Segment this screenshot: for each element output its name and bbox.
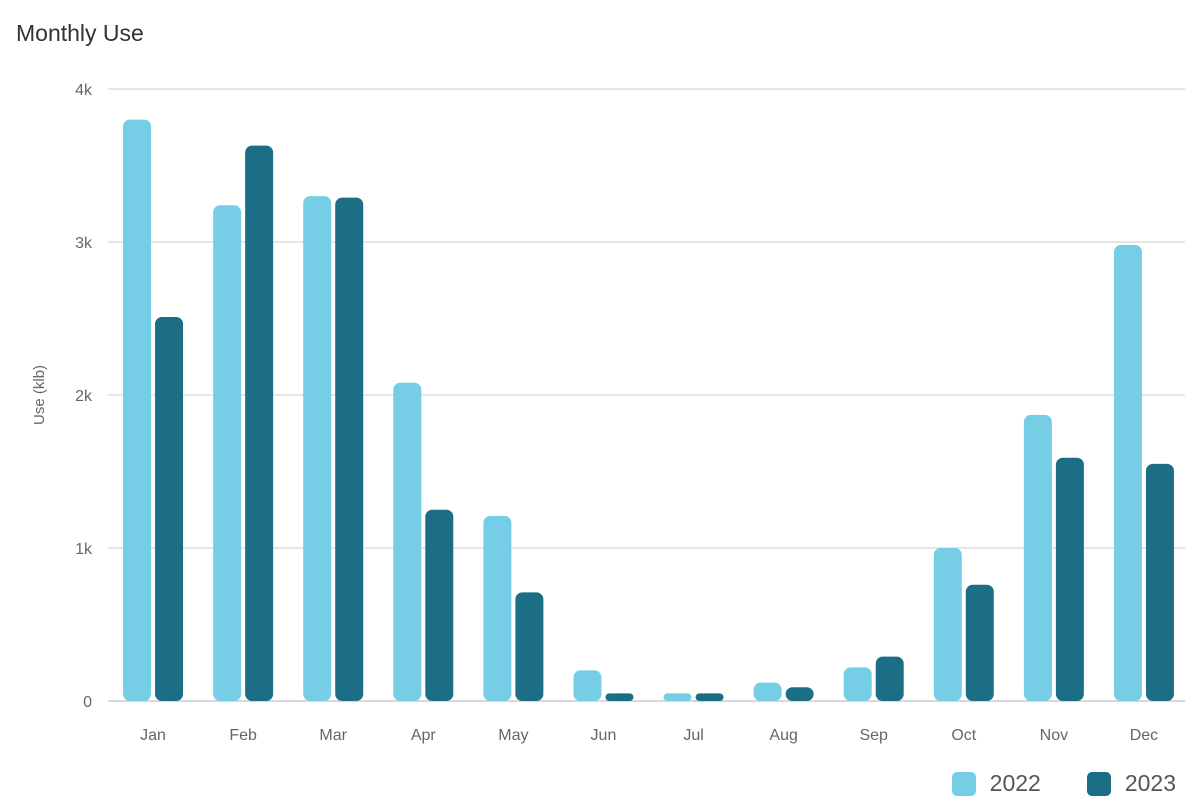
bar-2023-jun[interactable] <box>605 693 634 701</box>
bar-2023-nov[interactable] <box>1055 457 1084 701</box>
legend-item-2023[interactable]: 2023 <box>1086 770 1176 797</box>
legend: 2022 2023 <box>906 770 1176 797</box>
bar-2022-jun[interactable] <box>573 670 602 701</box>
bar-2023-mar[interactable] <box>335 197 364 701</box>
x-axis-ticks: Jan Feb Mar Apr May Jun Jul Aug Sep Oct Nov Dec <box>140 727 1158 744</box>
bar-2023-sep[interactable] <box>875 656 904 701</box>
x-tick-label: Dec <box>1130 727 1158 744</box>
bar-2023-dec[interactable] <box>1145 463 1174 701</box>
y-axis-ticks: 0 1k 2k 3k 4k <box>75 82 93 711</box>
x-tick-label: Sep <box>859 727 888 744</box>
legend-label-2023: 2023 <box>1124 770 1176 796</box>
y-tick-label: 4k <box>75 82 93 99</box>
bar-2022-feb[interactable] <box>213 205 242 701</box>
bar-2022-sep[interactable] <box>843 667 872 701</box>
bar-2023-feb[interactable] <box>245 145 274 702</box>
y-tick-label: 0 <box>83 694 92 711</box>
y-tick-label: 1k <box>75 541 93 558</box>
y-tick-label: 3k <box>75 235 93 252</box>
x-tick-label: Feb <box>229 727 257 744</box>
x-tick-label: Aug <box>769 727 797 744</box>
bar-2023-apr[interactable] <box>425 509 454 701</box>
x-tick-label: May <box>498 727 528 744</box>
bar-2022-apr[interactable] <box>393 382 422 701</box>
bar-2022-jan[interactable] <box>123 119 152 702</box>
legend-label-2022: 2022 <box>989 770 1041 796</box>
bar-2022-jul[interactable] <box>663 693 692 701</box>
legend-item-2022[interactable]: 2022 <box>951 770 1041 797</box>
bar-2023-jul[interactable] <box>695 693 724 701</box>
bar-2022-nov[interactable] <box>1023 414 1052 701</box>
x-tick-label: Jan <box>140 727 166 744</box>
bar-2022-aug[interactable] <box>753 682 782 701</box>
x-tick-label: Oct <box>951 727 976 744</box>
gridlines <box>108 88 1185 702</box>
bar-2022-may[interactable] <box>483 515 512 701</box>
y-tick-label: 2k <box>75 388 93 405</box>
bar-2023-jan[interactable] <box>155 316 184 701</box>
bar-2023-may[interactable] <box>515 592 544 701</box>
bar-2023-oct[interactable] <box>965 584 994 701</box>
x-tick-label: Nov <box>1040 727 1068 744</box>
bar-2022-dec[interactable] <box>1113 245 1142 701</box>
bars <box>123 119 1174 702</box>
legend-swatch-2023 <box>1086 771 1111 796</box>
bar-2023-aug[interactable] <box>785 687 814 701</box>
x-tick-label: Jun <box>591 727 617 744</box>
bar-2022-oct[interactable] <box>933 548 962 701</box>
y-axis-title: Use (klb) <box>31 365 48 425</box>
legend-swatch-2022 <box>951 771 976 796</box>
x-tick-label: Apr <box>411 727 437 744</box>
x-tick-label: Mar <box>319 727 347 744</box>
bar-2022-mar[interactable] <box>303 196 332 701</box>
chart-title: Monthly Use <box>16 20 144 46</box>
x-tick-label: Jul <box>683 727 703 744</box>
